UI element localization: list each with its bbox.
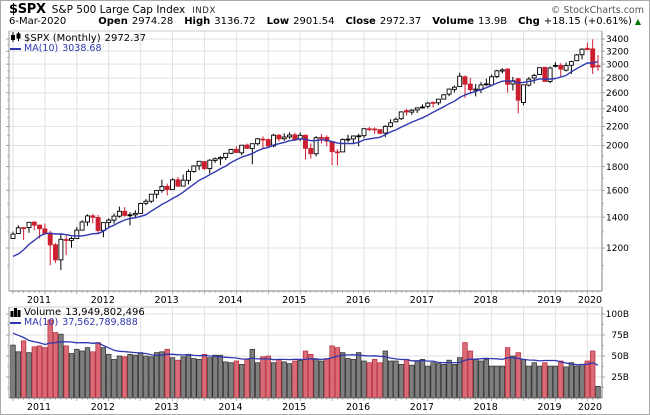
svg-text:2018: 2018 xyxy=(474,295,498,306)
ma-line-swatch xyxy=(10,47,21,50)
candles xyxy=(10,39,601,271)
volume-ma-legend: MA(10) 37,562,789,888 xyxy=(10,316,138,328)
close-value: 2972.37 xyxy=(379,16,422,27)
svg-text:2400: 2400 xyxy=(606,105,629,115)
volume-bars-icon xyxy=(10,307,21,320)
svg-text:2011: 2011 xyxy=(27,402,51,413)
svg-text:2019: 2019 xyxy=(537,402,561,413)
svg-text:2016: 2016 xyxy=(346,295,370,306)
svg-text:2020: 2020 xyxy=(578,402,602,413)
open-value: 2974.28 xyxy=(131,16,174,27)
svg-text:2014: 2014 xyxy=(218,295,242,306)
svg-text:75B: 75B xyxy=(611,331,629,341)
volume-label: Volume xyxy=(432,16,475,27)
price-ma-label: MA(10) xyxy=(24,42,59,54)
low-value: 2901.54 xyxy=(293,16,335,27)
svg-text:2013: 2013 xyxy=(155,295,179,306)
volume-value: 13.9B xyxy=(478,16,508,27)
price-ma-line xyxy=(12,60,599,258)
chg-value: +18.15 (+0.61%) xyxy=(543,16,632,27)
svg-text:2011: 2011 xyxy=(27,295,51,306)
price-legend-label: $SPX (Monthly) xyxy=(24,32,101,44)
svg-text:2014: 2014 xyxy=(218,402,242,413)
price-ma-value: 3038.68 xyxy=(62,42,102,54)
volume-bars xyxy=(10,319,601,398)
svg-text:2020: 2020 xyxy=(578,295,602,306)
chg-label: Chg xyxy=(518,16,540,27)
svg-text:2017: 2017 xyxy=(410,402,434,413)
volume-legend-value: 13,949,802,496 xyxy=(65,307,145,318)
price-axis-labels: 3400 3200 3000 2800 2600 2400 2200 2000 1800 1600… xyxy=(606,35,629,254)
index-name: S&P 500 Large Cap Index xyxy=(51,4,186,16)
axis-ticks xyxy=(6,38,605,401)
ma-line-swatch xyxy=(10,321,21,324)
svg-text:100B: 100B xyxy=(606,310,629,320)
svg-text:2600: 2600 xyxy=(606,89,629,99)
price-legend: $SPX (Monthly) 2972.37 xyxy=(10,32,146,45)
year-axis-labels: 2011 2011 2012 2012 2013 2013 2014 2014 2015 2015… xyxy=(27,295,602,413)
up-triangle-icon: ▲ xyxy=(634,17,642,26)
volume-ma-label: MA(10) xyxy=(24,316,59,328)
svg-text:1200: 1200 xyxy=(606,244,629,254)
stockcharts-credit-link[interactable]: © StockCharts.com xyxy=(550,5,644,16)
svg-text:2012: 2012 xyxy=(91,295,115,306)
svg-text:3400: 3400 xyxy=(606,35,629,45)
svg-text:1800: 1800 xyxy=(606,163,629,173)
price-grid xyxy=(9,31,602,291)
svg-text:2017: 2017 xyxy=(410,295,434,306)
svg-text:2013: 2013 xyxy=(155,402,179,413)
price-ma-legend: MA(10) 3038.68 xyxy=(10,42,102,54)
volume-legend-label: Volume xyxy=(24,307,62,318)
quote-strip: 6-Mar-2020 Open 2974.28 High 3136.72 Low… xyxy=(9,16,644,27)
svg-text:2015: 2015 xyxy=(282,402,306,413)
close-label: Close xyxy=(345,16,376,27)
svg-text:1400: 1400 xyxy=(606,213,629,223)
ticker-symbol: $SPX xyxy=(9,2,46,17)
high-value: 3136.72 xyxy=(214,16,256,27)
header-line1: $SPX S&P 500 Large Cap Index INDX © Stoc… xyxy=(9,2,644,17)
exchange-tag: INDX xyxy=(192,6,216,16)
candlestick-icon xyxy=(10,32,21,45)
svg-text:2016: 2016 xyxy=(346,402,370,413)
quote-date: 6-Mar-2020 xyxy=(9,16,67,27)
svg-text:25B: 25B xyxy=(611,373,629,383)
svg-text:3200: 3200 xyxy=(606,47,629,57)
svg-text:2018: 2018 xyxy=(474,402,498,413)
svg-text:2800: 2800 xyxy=(606,74,629,84)
svg-text:2019: 2019 xyxy=(537,295,561,306)
volume-axis-labels: 100B 75B 50B 25B xyxy=(606,310,629,383)
svg-text:50B: 50B xyxy=(611,352,629,362)
svg-text:1600: 1600 xyxy=(606,186,629,196)
svg-text:2015: 2015 xyxy=(282,295,306,306)
price-legend-value: 2972.37 xyxy=(104,32,146,44)
volume-ma-line xyxy=(12,332,599,366)
svg-text:3000: 3000 xyxy=(606,60,629,70)
svg-text:2012: 2012 xyxy=(91,402,115,413)
open-label: Open xyxy=(98,16,128,27)
low-label: Low xyxy=(266,16,290,27)
svg-text:2000: 2000 xyxy=(606,142,629,152)
high-label: High xyxy=(184,16,211,27)
volume-legend: Volume 13,949,802,496 xyxy=(10,307,145,320)
volume-ma-value: 37,562,789,888 xyxy=(62,316,138,328)
svg-text:2200: 2200 xyxy=(606,123,629,133)
